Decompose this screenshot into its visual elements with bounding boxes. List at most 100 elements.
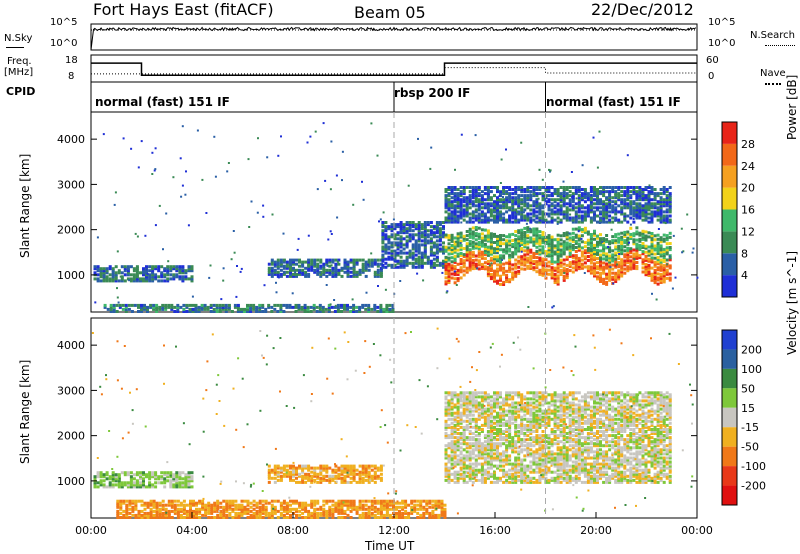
heatmap-cell xyxy=(468,419,472,423)
heatmap-cell xyxy=(322,478,326,482)
heatmap-cell xyxy=(462,419,466,423)
heatmap-cell xyxy=(486,233,490,237)
heatmap-cell xyxy=(565,218,569,222)
heatmap-cell xyxy=(493,261,496,265)
heatmap-cell xyxy=(535,403,539,407)
heatmap-cell xyxy=(471,194,475,198)
heatmap-cell xyxy=(586,242,590,246)
heatmap-cell xyxy=(471,236,475,240)
heatmap-cell xyxy=(605,210,609,214)
heatmap-cell xyxy=(417,257,421,261)
heatmap-cell xyxy=(381,237,385,241)
heatmap-cell xyxy=(435,239,439,243)
heatmap-cell xyxy=(376,476,380,480)
heatmap-scatter xyxy=(187,224,190,227)
heatmap-cell xyxy=(456,240,460,244)
heatmap-scatter xyxy=(488,264,491,267)
heatmap-cell xyxy=(381,259,385,263)
heatmap-scatter xyxy=(329,230,332,233)
heatmap-cell xyxy=(169,277,173,281)
heatmap-cell xyxy=(620,272,624,276)
heatmap-cell xyxy=(108,481,112,485)
heatmap-cell xyxy=(349,274,353,278)
heatmap-cell xyxy=(221,303,225,307)
heatmap-cell xyxy=(447,272,451,276)
heatmap-cell xyxy=(489,474,493,478)
heatmap-cell xyxy=(273,303,277,307)
heatmap-cell xyxy=(429,231,433,235)
heatmap-scatter xyxy=(330,264,333,267)
heatmap-scatter xyxy=(220,298,223,301)
heatmap-cell xyxy=(586,212,590,216)
heatmap-scatter xyxy=(329,188,332,191)
heatmap-cell xyxy=(155,310,159,313)
heatmap-cell xyxy=(489,190,493,194)
heatmap-cell xyxy=(617,196,621,200)
heatmap-cell xyxy=(411,255,415,259)
heatmap-cell xyxy=(221,305,225,309)
heatmap-cell xyxy=(529,480,533,484)
heatmap-cell xyxy=(493,241,496,244)
heatmap-cell xyxy=(465,415,469,419)
heatmap-cell xyxy=(384,261,388,265)
heatmap-cell xyxy=(611,277,615,281)
heatmap-cell xyxy=(505,251,509,255)
heatmap-cell xyxy=(459,425,463,429)
heatmap-cell xyxy=(505,200,509,204)
heatmap-cell xyxy=(465,212,469,216)
heatmap-cell xyxy=(505,401,509,405)
heatmap-cell xyxy=(508,409,512,413)
heatmap-cell xyxy=(614,275,618,279)
heatmap-scatter xyxy=(529,193,532,196)
heatmap-cell xyxy=(426,241,430,245)
heatmap-cell xyxy=(462,196,466,200)
heatmap-cell xyxy=(574,250,578,253)
heatmap-cell xyxy=(602,220,606,224)
heatmap-cell xyxy=(517,432,521,435)
heatmap-cell xyxy=(483,257,487,261)
heatmap-cell xyxy=(547,393,551,397)
heatmap-cell xyxy=(465,397,469,401)
heatmap-cell xyxy=(532,468,536,472)
heatmap-cell xyxy=(535,419,539,423)
heatmap-cell xyxy=(535,478,539,482)
heatmap-cell xyxy=(163,471,167,475)
heatmap-cell xyxy=(611,249,615,253)
heatmap-cell xyxy=(541,458,545,462)
heatmap-cell xyxy=(638,214,642,218)
heatmap-cell xyxy=(414,259,418,263)
heatmap-cell xyxy=(559,270,563,274)
heatmap-cell xyxy=(276,470,280,474)
heatmap-scatter xyxy=(520,141,523,144)
heatmap-cell xyxy=(175,473,179,477)
heatmap-cell xyxy=(535,452,539,456)
heatmap-cell xyxy=(423,249,427,253)
heatmap-cell xyxy=(577,228,581,232)
heatmap-cell xyxy=(465,258,469,262)
heatmap-cell xyxy=(577,238,581,242)
heatmap-cell xyxy=(499,444,502,448)
heatmap-cell xyxy=(514,417,518,421)
heatmap-cell xyxy=(526,194,530,198)
heatmap-cell xyxy=(550,270,554,274)
heatmap-cell xyxy=(474,244,478,248)
heatmap-cell xyxy=(450,434,454,438)
heatmap-cell xyxy=(489,421,493,425)
heatmap-cell xyxy=(502,415,506,419)
heatmap-cell xyxy=(190,277,194,281)
heatmap-cell xyxy=(355,262,359,266)
heatmap-cell xyxy=(608,272,612,276)
heatmap-cell xyxy=(139,481,142,485)
heatmap-cell xyxy=(289,274,292,278)
heatmap-cell xyxy=(474,440,478,444)
heatmap-cell xyxy=(568,252,572,256)
heatmap-cell xyxy=(169,267,173,271)
heatmap-scatter xyxy=(130,147,133,150)
heatmap-cell xyxy=(483,444,487,448)
freq-left-tick-low: 8 xyxy=(68,71,75,82)
heatmap-cell xyxy=(638,246,642,249)
heatmap-cell xyxy=(602,277,606,281)
heatmap-cell xyxy=(477,261,481,265)
heatmap-cell xyxy=(474,409,478,413)
heatmap-cell xyxy=(538,234,542,238)
